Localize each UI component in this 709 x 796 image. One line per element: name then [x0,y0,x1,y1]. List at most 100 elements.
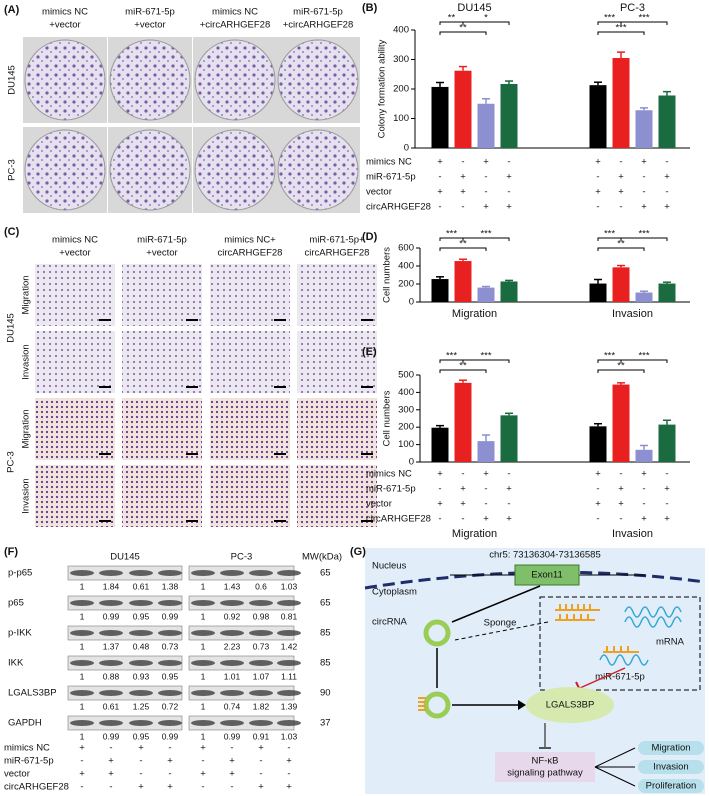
mrna-label: mRNA [656,637,685,648]
y-tick-label: 300 [393,54,409,65]
condition-sign: - [665,469,668,480]
condition-sign: - [438,484,441,495]
bar [612,58,630,148]
significance-bracket [620,359,668,363]
blot-band [220,630,244,636]
condition-sign: + [618,172,624,183]
blot-band [277,690,301,696]
blot-band [220,600,244,606]
molecular-weight: 65 [320,568,331,579]
protein-label: p-IKK [8,628,32,639]
blot-band [277,660,301,666]
band-ratio: 0.95 [162,671,179,681]
condition-label: circARHGEF28 [366,514,431,525]
band-ratio: 1 [201,701,206,711]
micrograph [297,465,377,527]
band-ratio: 0.72 [162,701,179,711]
condition-sign: - [461,514,464,525]
y-tick-label: 600 [398,243,414,254]
band-ratio: 1 [80,671,85,681]
band-ratio: 1.37 [103,641,120,651]
y-axis-label: Colony formation ability [377,39,388,138]
column-header: mimics NC+ [224,235,276,246]
blot-band [191,630,215,636]
significance-bracket [462,237,510,241]
significance-bracket [439,247,487,251]
column-header: mimics NC [212,7,258,18]
panel-label: (A) [4,4,20,16]
bar [454,70,472,148]
band-ratio: 1 [201,581,206,591]
condition-sign: - [484,187,487,198]
significance-label: ** [617,239,625,250]
bar [454,382,472,462]
condition-sign: + [641,469,647,480]
band-ratio: 0.95 [133,731,150,741]
outcome-pill [638,760,704,774]
condition-sign: - [507,157,510,168]
protein-label: IKK [8,658,24,669]
blot-band [277,570,301,576]
condition-sign: - [259,756,262,767]
condition-sign: + [483,469,489,480]
condition-sign: + [437,469,443,480]
column-header: +circARHGEF28 [283,20,353,31]
condition-sign: - [139,756,142,767]
pathway-box [495,752,595,782]
outcome-label: Migration [651,743,690,754]
significance-label: ** [459,361,467,372]
blot-band [191,570,215,576]
y-tick-label: 400 [398,261,414,272]
band-ratio: 1.11 [281,671,297,681]
protein-label: LGALS3BP [8,688,57,699]
significance-bracket [439,369,487,373]
blot-band [70,600,94,606]
significance-bracket [597,31,645,35]
band-ratio: 1.25 [133,701,150,711]
blot-band [249,600,273,606]
assay-label: Invasion [21,478,32,513]
condition-sign: + [437,187,443,198]
condition-sign: + [460,187,466,198]
mrna-icon [624,606,682,628]
condition-sign: - [619,157,622,168]
band-ratio: 0.73 [253,641,270,651]
condition-sign: + [108,769,114,780]
y-axis-label: Cell numbers [382,390,393,446]
panel-label: (C) [4,226,20,238]
condition-sign: - [596,514,599,525]
significance-label: *** [638,351,649,362]
condition-sign: - [507,499,510,510]
band-ratio: 0.99 [162,611,179,621]
blot-band [129,660,153,666]
condition-sign: + [664,514,670,525]
condition-label: miR-671-5p [366,172,416,183]
dish-image [24,129,106,211]
blot-band [129,570,153,576]
circrna-ring [423,619,451,647]
micrograph [122,398,202,460]
arrow [451,585,541,623]
molecular-weight: 65 [320,598,331,609]
blot-band [220,660,244,666]
mechanism-diagram: (G) chr5: 73136304-73136585 Exon11 Nucle… [350,546,706,794]
band-ratio: 1.07 [253,671,270,681]
blot-band [249,720,273,726]
significance-label: *** [604,13,615,24]
band-ratio: 1 [80,731,85,741]
micrograph [210,465,290,527]
band-ratio: 1 [201,671,206,681]
blot-band [277,630,301,636]
y-tick-label: 200 [398,422,414,433]
target-label: LGALS3BP [546,700,595,711]
condition-sign: + [286,756,292,767]
condition-label: circARHGEF28 [366,202,431,213]
blot-band [277,720,301,726]
panel-label: (D) [362,231,378,243]
blot-band [129,630,153,636]
bar [477,441,495,462]
condition-sign: - [168,743,171,754]
blot-band [158,660,182,666]
significance-label: *** [604,229,615,240]
condition-sign: - [665,499,668,510]
